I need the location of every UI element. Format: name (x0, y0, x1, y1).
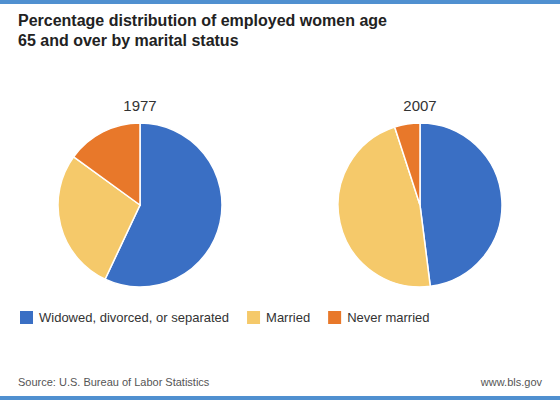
bottom-rule (0, 396, 560, 400)
chart: Percentage distribution of employed wome… (0, 0, 560, 400)
title-line: 65 and over by marital status (18, 32, 239, 49)
slice (420, 123, 502, 286)
legend-swatch (247, 311, 260, 324)
title-line: Percentage distribution of employed wome… (18, 12, 387, 29)
pie (58, 123, 222, 287)
slice (395, 123, 420, 205)
legend-swatch (20, 311, 33, 324)
legend: Widowed, divorced, or separated Married Ne… (20, 310, 429, 325)
legend-entry: Married (266, 310, 310, 325)
legend-entry: Never married (347, 310, 429, 325)
top-rule (0, 0, 560, 4)
legend-swatch (328, 311, 341, 324)
pie-label: 2007 (403, 97, 436, 114)
title: Percentage distribution of employed wome… (18, 12, 387, 49)
slice (74, 123, 140, 205)
background (0, 0, 560, 400)
annotation: www.bls.gov (480, 376, 543, 388)
pie (338, 123, 502, 287)
annotation: Source: U.S. Bureau of Labor Statistics (18, 376, 210, 388)
pie-label: 1977 (123, 97, 156, 114)
legend-entry: Widowed, divorced, or separated (39, 310, 229, 325)
